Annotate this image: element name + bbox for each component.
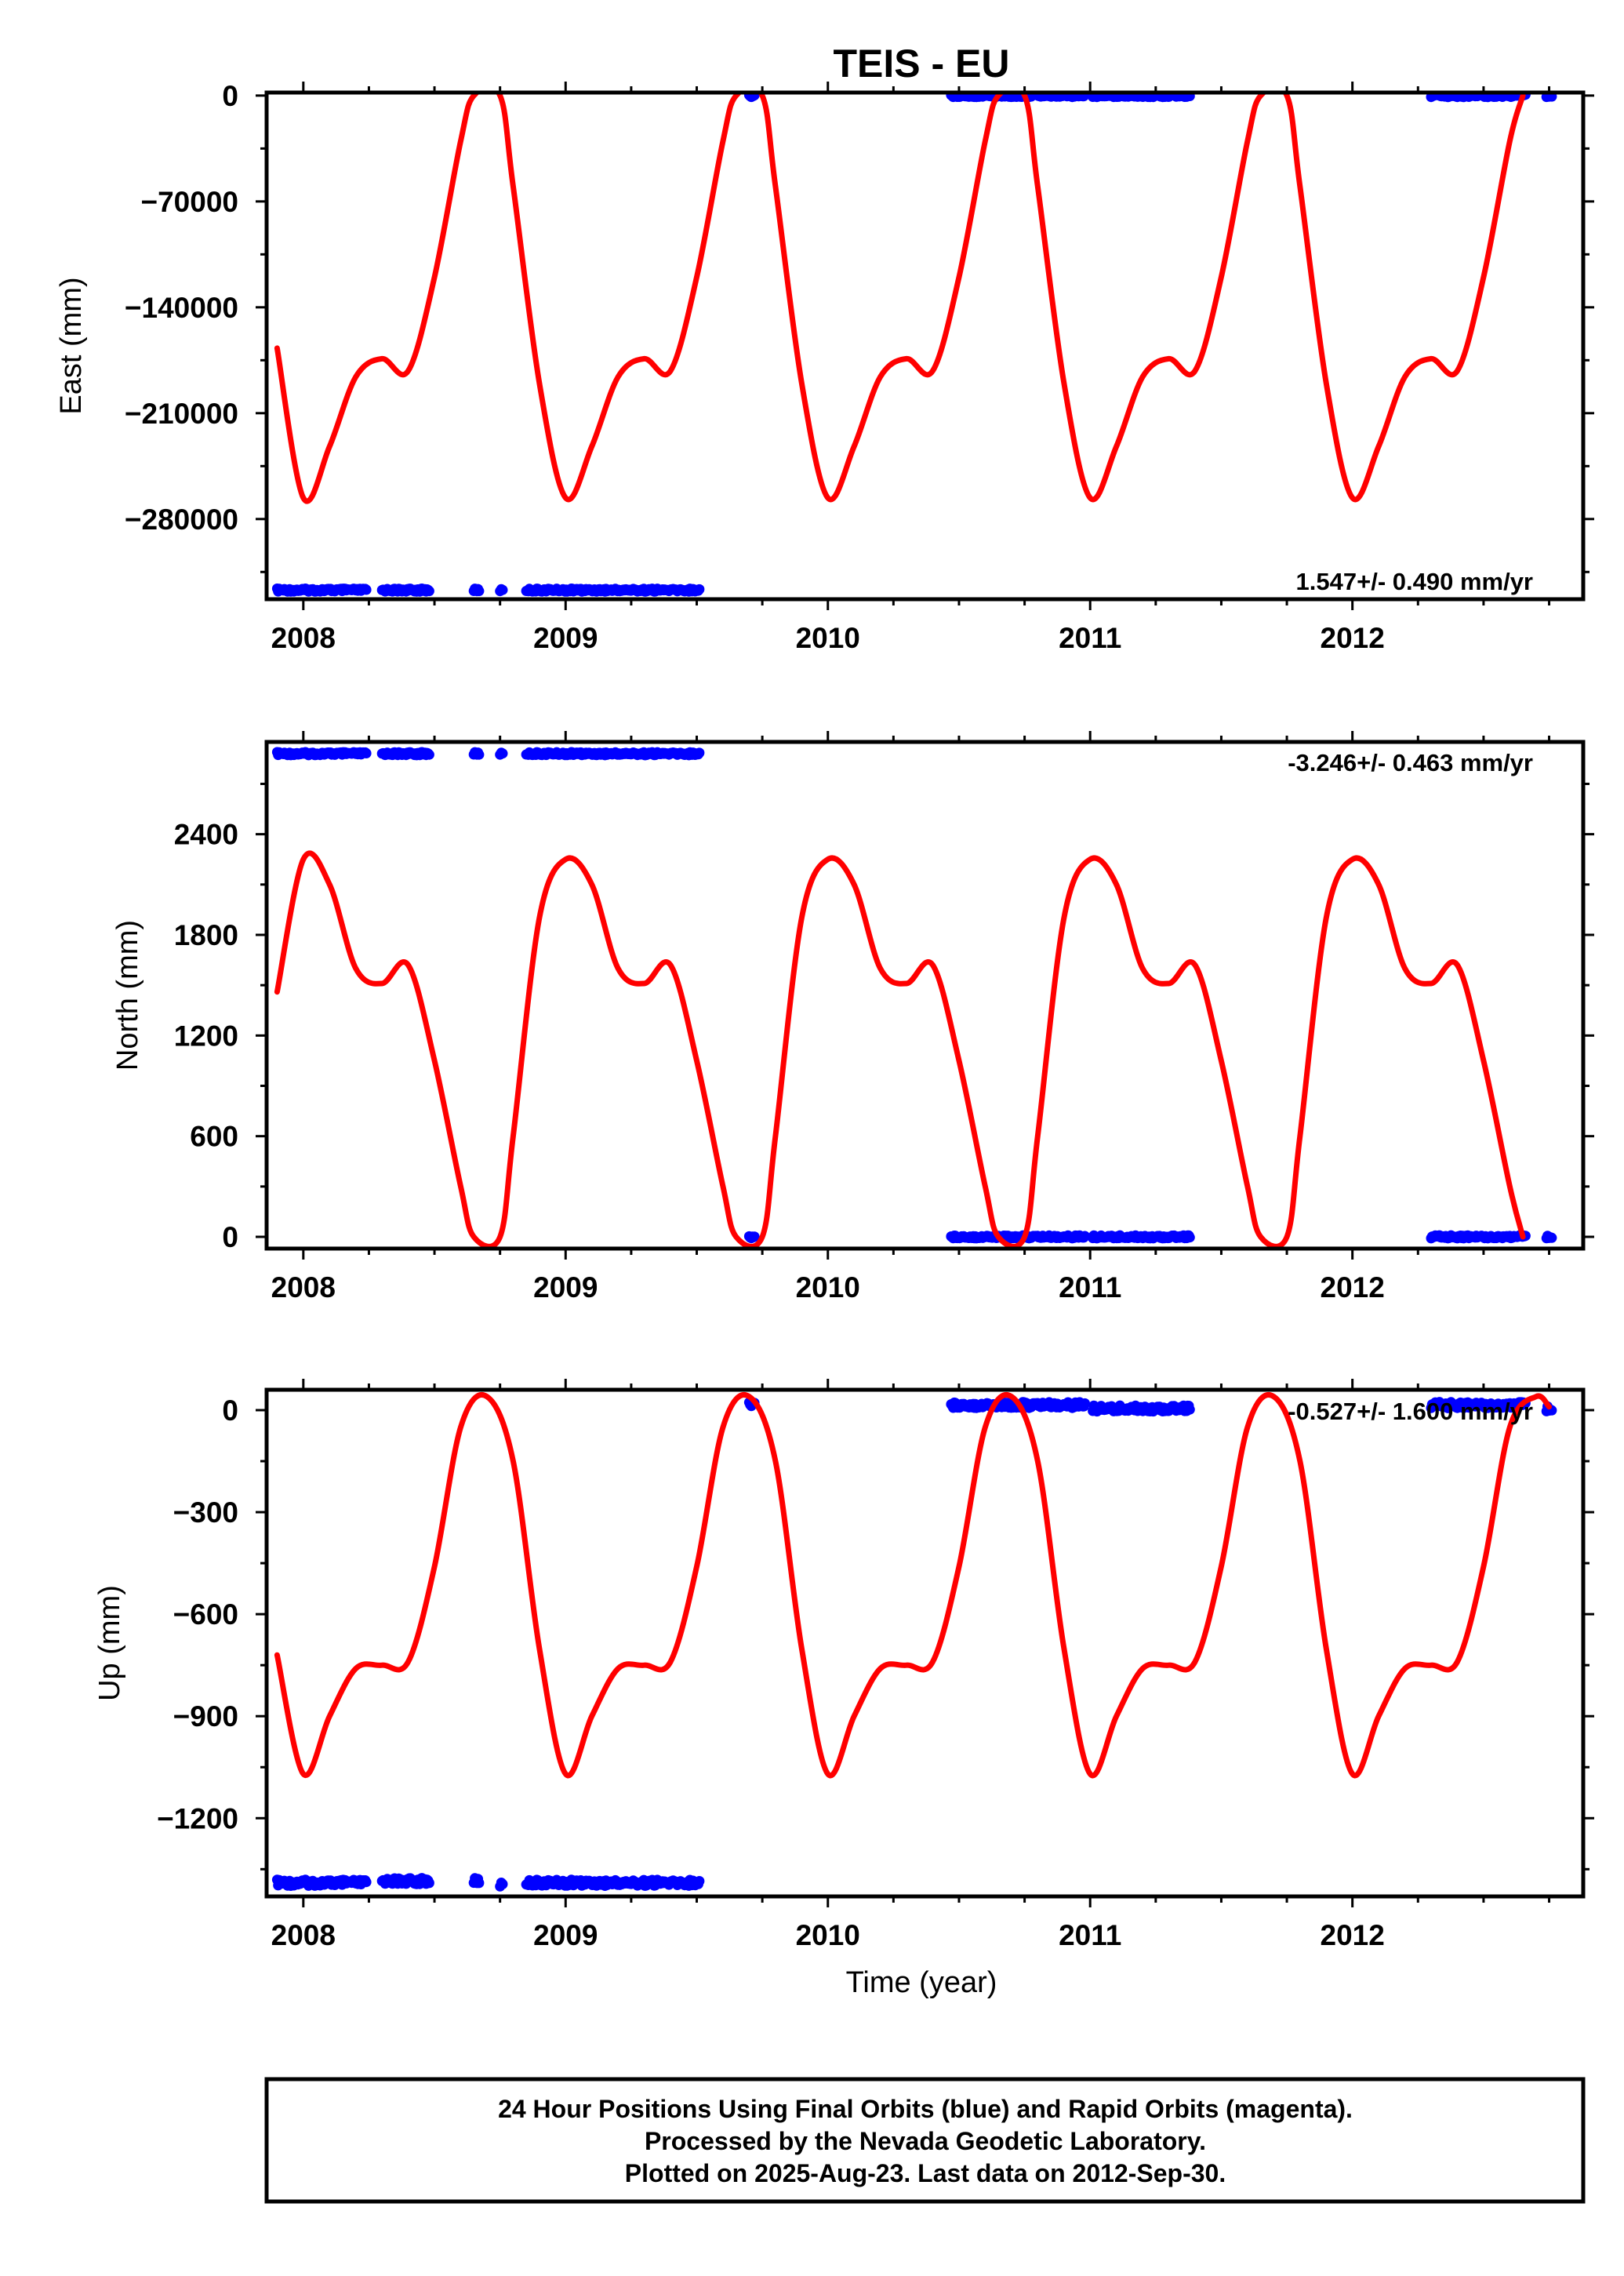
rate-label: -3.246+/- 0.463 mm/yr <box>1288 749 1533 776</box>
x-tick-label: 2008 <box>271 1919 336 1951</box>
x-tick-label: 2010 <box>796 1271 860 1303</box>
x-tick-label: 2012 <box>1321 1919 1385 1951</box>
observation-point <box>423 749 434 760</box>
x-tick-label: 2010 <box>796 1919 860 1951</box>
observation-point <box>694 584 705 594</box>
observation-point <box>497 748 508 759</box>
observation-point <box>1080 1231 1090 1242</box>
plot-frame <box>264 90 1586 602</box>
plot-area <box>271 1392 1557 1892</box>
y-axis-label: East (mm) <box>55 277 88 414</box>
x-tick-label: 2011 <box>1059 622 1121 654</box>
x-tick-label: 2008 <box>271 1271 336 1303</box>
observation-point <box>694 1876 705 1886</box>
observation-point <box>1184 1404 1195 1415</box>
observation-point <box>497 584 508 595</box>
plot-frame <box>264 740 1586 1251</box>
y-axis-label: Up (mm) <box>93 1585 126 1701</box>
observation-point <box>423 1878 434 1889</box>
x-axis-label: Time (year) <box>846 1966 997 1999</box>
observation-point <box>361 1877 372 1888</box>
model-curve <box>274 850 1526 1249</box>
y-tick-label: 2400 <box>174 819 238 851</box>
footer-line-2: Processed by the Nevada Geodetic Laborat… <box>645 2127 1206 2155</box>
y-tick-label: 0 <box>222 1221 238 1253</box>
footer-line-3: Plotted on 2025-Aug-23. Last data on 201… <box>625 2159 1226 2187</box>
chart-title: TEIS - EU <box>833 42 1009 85</box>
observation-point <box>1080 1398 1090 1409</box>
y-tick-label: −600 <box>173 1598 238 1631</box>
observation-point <box>423 586 434 597</box>
footer-line-1: 24 Hour Positions Using Final Orbits (bl… <box>498 2095 1353 2123</box>
x-tick-label: 2012 <box>1321 622 1385 654</box>
rate-label: -0.527+/- 1.600 mm/yr <box>1288 1398 1533 1425</box>
y-tick-label: −140000 <box>125 292 238 324</box>
y-tick-label: −210000 <box>125 398 238 430</box>
observation-point <box>694 747 705 758</box>
observation-point <box>497 1878 508 1889</box>
y-tick-label: −70000 <box>141 186 239 218</box>
plot-area <box>271 747 1557 1249</box>
model-curve <box>274 93 1526 504</box>
observation-point <box>474 586 485 597</box>
x-tick-label: 2011 <box>1059 1919 1121 1951</box>
x-tick-label: 2010 <box>796 622 860 654</box>
y-tick-label: 0 <box>222 80 238 112</box>
y-axis-label: North (mm) <box>111 920 144 1071</box>
model-curve <box>274 1392 1552 1779</box>
observation-point <box>1546 1232 1557 1243</box>
y-tick-label: −1200 <box>157 1802 238 1834</box>
up-panel: 2008 2009 2010 2011 2012 0 −300 −600 −900 −1200 Up… <box>93 1379 1594 1951</box>
x-tick-label: 2012 <box>1321 1271 1385 1303</box>
plot-frame <box>264 1387 1586 1899</box>
y-tick-label: 1200 <box>174 1020 238 1052</box>
north-panel: 2008 2009 2010 2011 2012 0 600 1200 1800 2400 Nort… <box>111 731 1594 1303</box>
x-tick-label: 2011 <box>1059 1271 1121 1303</box>
observation-point <box>474 1878 485 1889</box>
rate-label: 1.547+/- 0.490 mm/yr <box>1296 568 1533 595</box>
x-tick-label: 2008 <box>271 622 336 654</box>
observation-point <box>1546 93 1557 102</box>
x-tick-label: 2009 <box>533 1919 598 1951</box>
y-tick-label: −900 <box>173 1700 238 1732</box>
y-tick-label: 600 <box>190 1121 238 1153</box>
observation-point <box>1184 93 1195 101</box>
footer-box <box>264 2077 1586 2204</box>
y-tick-label: −300 <box>173 1496 238 1529</box>
x-tick-label: 2009 <box>533 1271 598 1303</box>
y-tick-label: −280000 <box>125 504 238 536</box>
observation-point <box>749 1231 760 1242</box>
observation-point <box>361 748 372 758</box>
y-tick-label: 0 <box>222 1394 238 1427</box>
observation-point <box>1184 1232 1195 1243</box>
east-panel: 2008 2009 2010 2011 2012 0 −70000 −140000 −21000… <box>55 80 1594 654</box>
y-tick-label: 1800 <box>174 919 238 951</box>
observation-point <box>361 584 372 595</box>
observation-point <box>474 749 485 760</box>
x-tick-label: 2009 <box>533 622 598 654</box>
plot-area <box>271 93 1557 597</box>
